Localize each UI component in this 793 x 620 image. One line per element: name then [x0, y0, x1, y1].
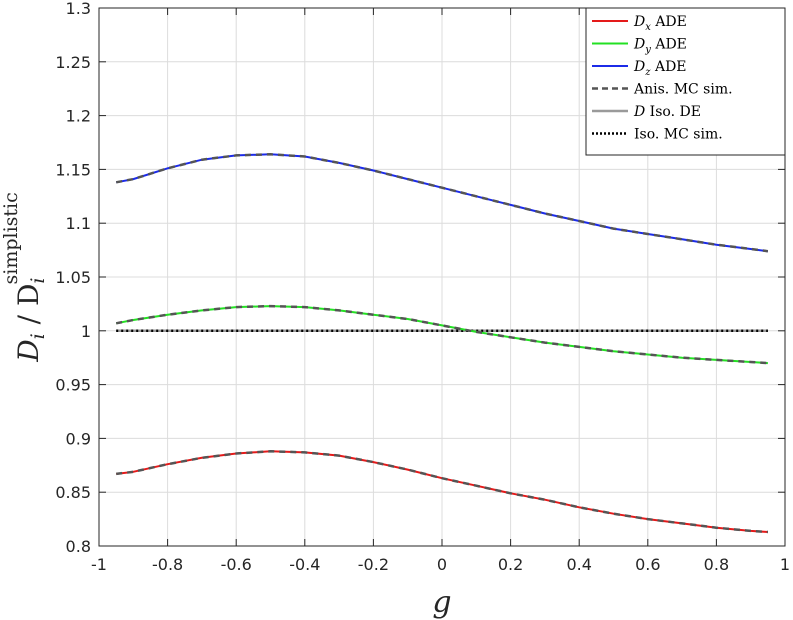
series-line-d-y-ade [116, 305, 768, 365]
legend-label-text: Anis. MC sim. [633, 82, 733, 98]
x-axis-label: g [432, 585, 451, 620]
x-tick-label: -0.8 [152, 555, 183, 574]
legend-label-text: ADE [651, 59, 687, 75]
y-axis-label: Di / Di simplistic [0, 192, 49, 363]
x-tick-label: -1 [91, 555, 107, 574]
y-label-sup: simplistic [0, 192, 22, 284]
legend-label-anis-mc-sim: Anis. MC sim. [633, 82, 733, 98]
y-tick-label: 1.05 [55, 268, 91, 287]
y-label-sub2: i [27, 277, 49, 283]
y-label-slash: / D [12, 284, 45, 334]
y-label-main: D [12, 339, 45, 362]
x-tick-label: 0 [437, 555, 447, 574]
legend-label-text: Iso. DE [645, 104, 701, 120]
legend-label-base: D [633, 14, 645, 30]
svg-text:Di / Disimplistic: Di / Di simplistic [0, 192, 49, 363]
legend-label-iso-mc-sim: Iso. MC sim. [634, 127, 723, 143]
y-tick-label: 0.9 [66, 429, 91, 448]
x-tick-label: -0.6 [221, 555, 252, 574]
y-tick-label: 1.1 [66, 214, 91, 233]
y-tick-label: 1.15 [55, 160, 91, 179]
x-tick-label: 0.4 [566, 555, 591, 574]
series-line-anis-mc-sim [115, 153, 769, 253]
x-tick-label: -0.4 [289, 555, 320, 574]
legend-label-d-y-ade: Dy ADE [633, 37, 687, 56]
y-tick-label: 1.25 [55, 53, 91, 72]
legend-label-sub: z [644, 67, 651, 78]
legend-box [585, 7, 786, 156]
legend-label-d-iso-de: D Iso. DE [633, 104, 701, 120]
series-line-anis-mc-sim [116, 450, 768, 534]
legend-label-sub: x [645, 22, 651, 33]
x-tick-label: -0.2 [358, 555, 389, 574]
legend-label-base: D [633, 37, 645, 53]
legend-label-d-z-ade: Dz ADE [633, 59, 687, 78]
y-tick-label: 1.2 [66, 107, 91, 126]
y-label-sub: i [27, 333, 49, 339]
x-tick-label: 0.2 [498, 555, 523, 574]
tick-labels: -1 -0.8 -0.6 -0.4 -0.2 0 0.2 0.4 0.6 0.8 1 0.8 0.85 0… [55, 0, 790, 574]
x-tick-label: 0.8 [704, 555, 729, 574]
y-tick-label: 0.95 [55, 376, 91, 395]
y-tick-label: 1.3 [66, 0, 91, 18]
y-tick-label: 0.8 [66, 537, 91, 556]
x-tick-label: 1 [780, 555, 790, 574]
series-layer [115, 153, 769, 534]
legend-label-text: Iso. MC sim. [634, 127, 723, 143]
legend-label-base: D [633, 59, 645, 75]
y-tick-label: 1 [81, 322, 91, 341]
y-tick-label: 0.85 [55, 483, 91, 502]
legend-label-d-x-ade: Dx ADE [633, 14, 687, 33]
legend-label-text: ADE [651, 14, 687, 30]
x-tick-label: 0.6 [635, 555, 660, 574]
legend-label-base: D [633, 104, 645, 120]
legend-label-sub: y [644, 45, 651, 56]
legend-label-text: ADE [651, 37, 687, 53]
